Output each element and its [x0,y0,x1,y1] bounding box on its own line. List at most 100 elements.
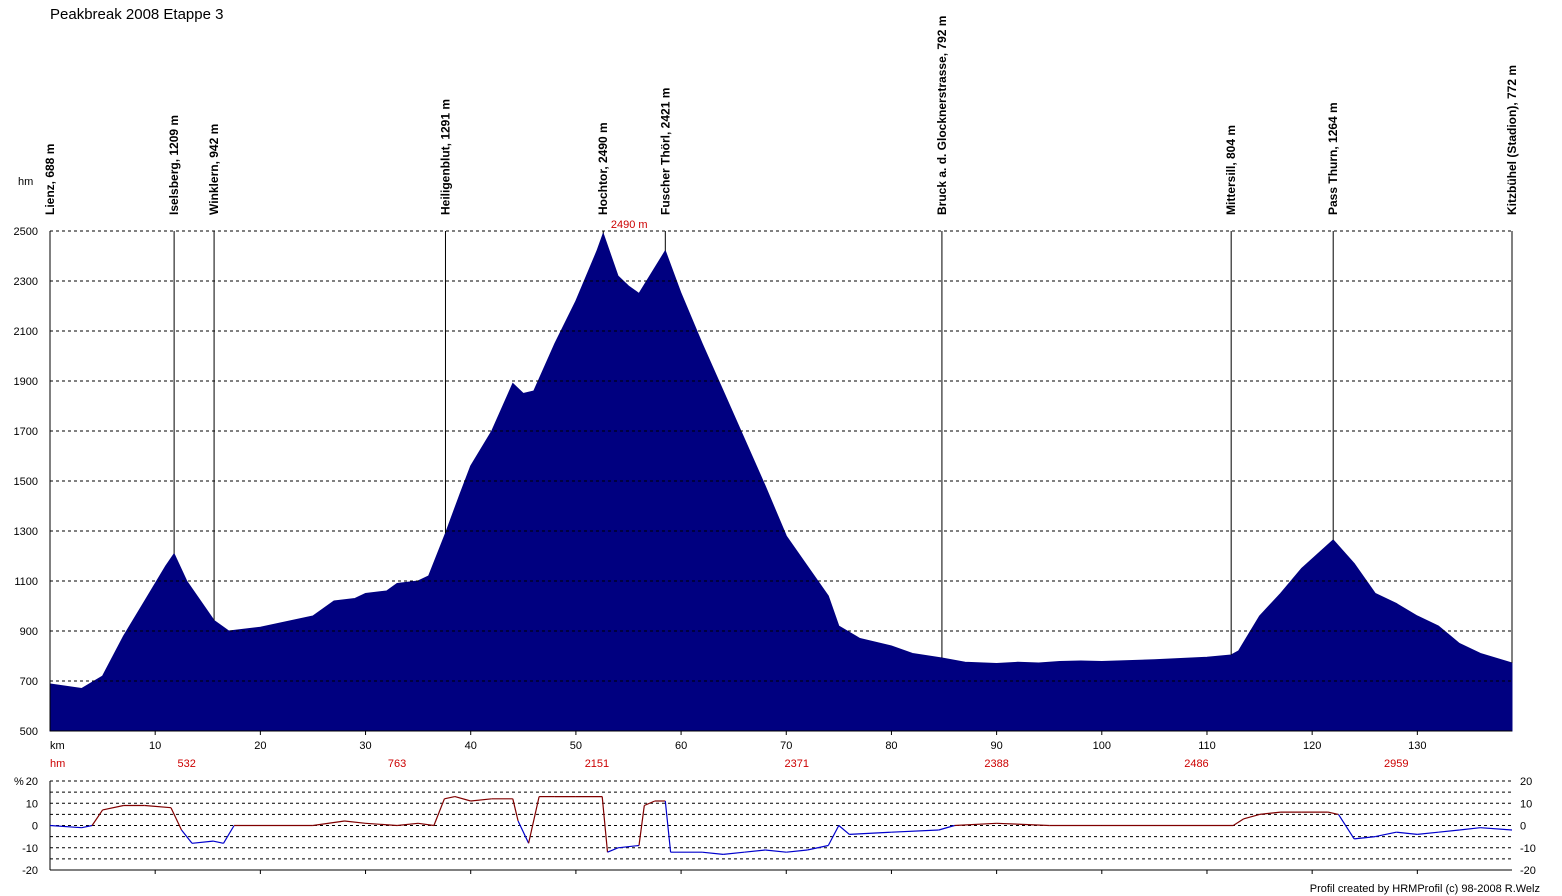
y-tick-label: 700 [20,676,38,688]
grade-segment [765,849,787,853]
elevation-plot: 500 700 900 1100 1300 1500 1700 1900 2100 2300 250… [14,176,1513,770]
grade-segment [418,822,434,827]
grade-segment [664,800,672,853]
grade-segment [312,820,345,827]
grade-segment [222,825,235,844]
grade-segment [191,840,214,844]
x-tick-label: 110 [1198,740,1216,752]
x-tick-label: 40 [465,740,477,752]
grade-segment [1259,811,1281,815]
grade-segment [144,804,172,809]
grade-segment [1417,831,1439,835]
waypoint-label: Hochtor, 2490 m [596,122,610,215]
grade-y-tick-label-right: -20 [1520,865,1536,877]
grade-segment [91,809,104,826]
grade-y-tick-label-right: 20 [1520,776,1532,788]
max-elevation-label: 2490 m [611,219,648,231]
grade-segment [891,829,939,833]
elevation-area [49,232,1513,732]
waypoint-label: Heiligenblut, 1291 m [438,99,452,215]
cumulative-hm-value: 2371 [785,758,809,770]
waypoint-label: Winklern, 942 m [207,124,221,215]
grade-segment [1375,831,1397,838]
grade-segment [470,798,492,802]
grade-segment [1337,814,1355,840]
cumulative-hm-value: 2388 [984,758,1008,770]
grade-segment [454,796,471,802]
grade-segment [617,844,640,849]
grade-segment [49,824,82,829]
cumulative-hm-value: 2959 [1384,758,1408,770]
waypoint-label: Bruck a. d. Glocknerstrasse, 792 m [935,16,949,215]
grade-y-tick-label-right: 10 [1520,798,1532,810]
grade-segment [81,824,93,829]
y-axis-unit-label: hm [18,176,33,188]
grade-segment [517,820,530,844]
y-tick-label: 1700 [14,426,38,438]
y-tick-label: 1500 [14,476,38,488]
y-tick-label: 500 [20,726,38,738]
cumulative-hm-value: 2151 [585,758,609,770]
grade-unit-label: % [14,776,24,788]
x-tick-label: 90 [990,740,1002,752]
grade-segment [744,849,766,853]
grade-segment [528,796,540,844]
x-tick-label: 100 [1093,740,1111,752]
grade-segment [365,822,398,827]
waypoint-label: Kitzbühel (Stadion), 772 m [1505,65,1519,215]
grade-segment [1232,818,1245,827]
grade-segment [397,822,419,827]
x-tick-label: 50 [570,740,582,752]
grade-segment [512,798,519,822]
grade-segment [938,824,955,831]
grade-segment [996,822,1050,827]
grade-y-tick-label: -10 [22,843,38,855]
x-tick-label: 80 [885,740,897,752]
grade-segment [954,822,997,827]
waypoint-label: Mittersill, 804 m [1224,125,1238,215]
y-tick-label: 1900 [14,376,38,388]
grade-segment [1327,811,1339,815]
cumulative-hm-label: hm [50,758,65,770]
grade-segment [1459,827,1481,831]
grade-segment [1354,836,1376,840]
x-tick-label: 130 [1408,740,1426,752]
x-tick-label: 60 [675,740,687,752]
grade-segment [807,844,829,851]
grade-segment [181,829,193,844]
grade-y-tick-label-right: -10 [1520,843,1536,855]
cumulative-hm-value: 763 [388,758,406,770]
grade-segment [212,840,224,844]
grade-y-tick-label-right: 0 [1520,821,1526,833]
grade-segment [344,820,366,824]
grade-segment [601,796,609,853]
waypoint-label: Iselsberg, 1209 m [167,115,181,215]
waypoint-label: Lienz, 688 m [43,144,57,215]
grade-segment [444,796,456,800]
waypoint-label: Fuscher Thörl, 2421 m [658,88,672,215]
y-tick-label: 1300 [14,526,38,538]
chart-title: Peakbreak 2008 Etappe 3 [50,6,223,23]
x-tick-label: 20 [254,740,266,752]
grade-segment [827,825,840,846]
y-tick-label: 1100 [14,576,38,588]
gradient-plot: -20 -20 -10 -10 0 0 10 10 20 20% [14,776,1536,877]
grade-segment [1438,829,1460,833]
grade-segment [102,804,124,811]
y-tick-label: 2100 [14,326,38,338]
grade-segment [1396,831,1418,835]
grade-segment [723,851,745,855]
grade-segment [433,798,445,826]
x-tick-label: 30 [359,740,371,752]
grade-segment [849,831,892,835]
grade-segment [607,847,619,853]
grade-segment [170,807,183,831]
x-axis-unit-label: km [50,740,65,752]
x-tick-label: 10 [149,740,161,752]
waypoint-label: Pass Thurn, 1264 m [1326,102,1340,215]
grade-segment [838,825,850,835]
x-tick-label: 120 [1303,740,1321,752]
grade-segment [1480,827,1513,831]
y-tick-label: 2500 [14,226,38,238]
x-tick-label: 70 [780,740,792,752]
